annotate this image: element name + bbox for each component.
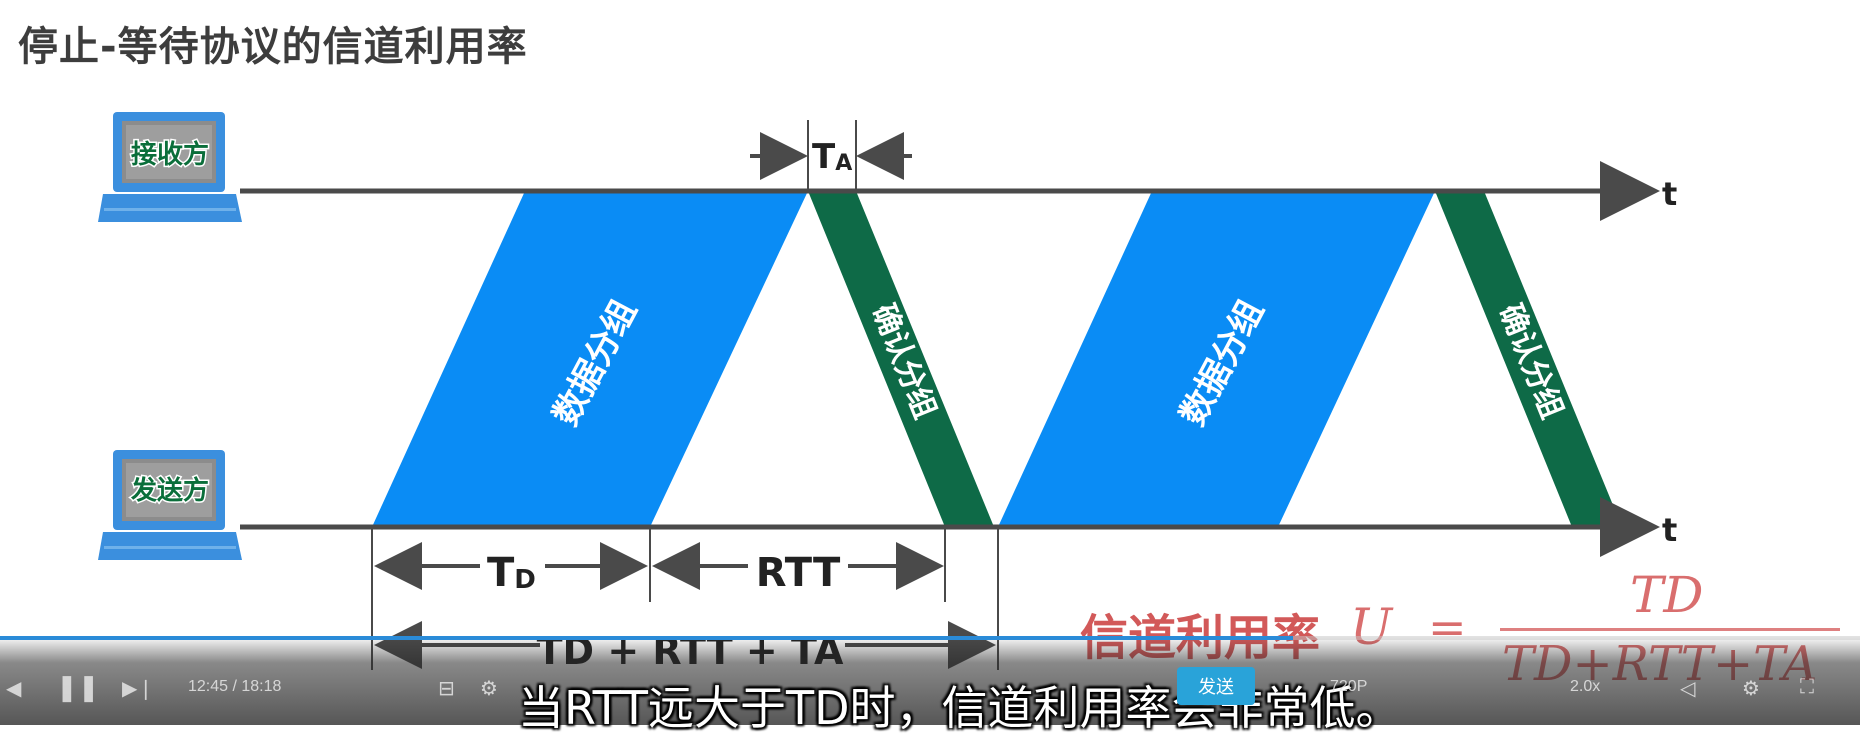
receiver-time-label: t [1662,175,1677,213]
prev-icon[interactable]: ◀ [6,678,22,700]
quality-selector[interactable]: 720P [1330,678,1368,695]
progress-bar[interactable] [0,636,1860,640]
danmaku-settings-icon[interactable]: ⚙ [480,678,498,700]
volume-icon[interactable]: ◁ [1680,678,1696,700]
formula-numerator: TD [1630,566,1704,624]
pause-icon[interactable]: ❚❚ [56,672,100,702]
ack-packet-1 [808,191,994,527]
td-label: TD [487,550,536,596]
ack-packet-1-label: 确认分组 [865,299,942,423]
ta-marker [750,120,912,191]
video-player-controls [0,636,1860,725]
next-icon[interactable]: ▶❘ [122,678,155,700]
sender-laptop-icon [98,450,242,560]
speed-selector[interactable]: 2.0x [1570,678,1601,695]
rtt-label: RTT [756,550,841,596]
data-packet-2 [998,191,1435,527]
ack-packet-2 [1435,191,1622,527]
receiver-laptop-icon [98,112,242,222]
sender-time-label: t [1662,511,1677,549]
fraction-bar [1500,628,1840,631]
subtitle-text: 当RTT远大于TD时，信道利用率会非常低。 [518,681,1402,735]
receiver-label: 接收方 [131,139,209,170]
sender-label: 发送方 [130,475,209,506]
settings-icon[interactable]: ⚙ [1742,678,1760,700]
time-display: 12:45 / 18:18 [188,678,282,695]
progress-fill [0,636,1293,640]
slide-title: 停止-等待协议的信道利用率 [18,24,528,70]
send-danmaku-button[interactable]: 发送 [1177,667,1255,705]
danmaku-toggle-icon[interactable]: ⊟ [438,678,455,700]
data-packet-1 [372,191,808,527]
ta-label: TA [812,137,852,177]
fullscreen-icon[interactable]: ⛶ [1800,676,1814,698]
ack-packet-2-label: 确认分组 [1492,299,1569,423]
